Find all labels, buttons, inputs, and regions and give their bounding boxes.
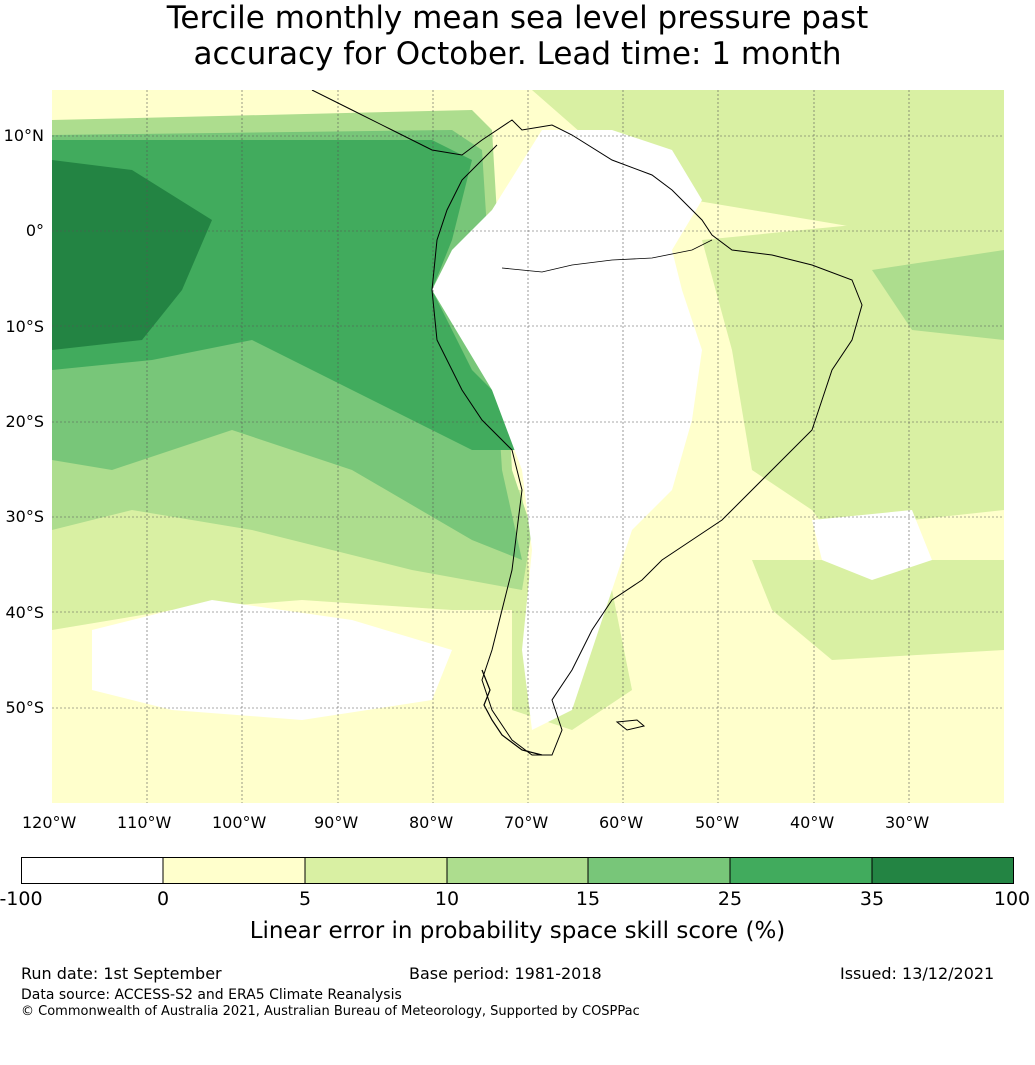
colorbar-frame [21,857,1014,884]
lon-label-110w: 110°W [117,813,172,832]
lon-label-40w: 40°W [790,813,835,832]
lon-label-60w: 60°W [599,813,644,832]
issued-date: Issued: 13/12/2021 [840,964,995,983]
copyright: © Commonwealth of Australia 2021, Austra… [21,1004,640,1019]
colorbar-tick-5: 5 [298,888,312,910]
colorbar-bin-5-10 [305,857,447,884]
colorbar-bin-0-5 [163,857,305,884]
lon-label-120w: 120°W [22,813,77,832]
lat-label-50s: 50°S [5,698,44,717]
skill-region-negative-southpacific [92,600,452,720]
colorbar-bin-10-15 [447,857,588,884]
lon-label-70w: 70°W [504,813,549,832]
skill-region-5-10-north [52,90,1004,250]
graticule [52,90,1004,803]
skill-region-negative-southatlantic [812,510,932,580]
colorbar-tick-neg100: -100 [0,888,43,910]
title-line-1: Tercile monthly mean sea level pressure … [166,0,869,36]
lon-label-30w: 30°W [885,813,930,832]
colorbar-tick-35: 35 [859,888,885,910]
colorbar-tick-100: 100 [993,888,1031,910]
colorbar-bin-15-25 [588,857,730,884]
base-period: Base period: 1981-2018 [409,964,602,983]
lon-label-50w: 50°W [695,813,740,832]
title-line-2: accuracy for October. Lead time: 1 month [193,36,842,72]
colorbar-tick-15: 15 [575,888,601,910]
colorbar [21,857,1014,884]
skill-region-5-10-southeast [752,560,1004,660]
amazon-river [501,239,713,273]
skill-score-map [52,90,1004,803]
falkland-islands [615,719,646,731]
colorbar-label: Linear error in probability space skill … [249,918,786,944]
lat-label-20s: 20°S [5,412,44,431]
colorbar-bin-neg100-0 [21,857,163,884]
skill-region-10-15-atlantic [872,250,1004,340]
colorbar-bin-25-35 [730,857,872,884]
colorbar-tick-0: 0 [156,888,170,910]
run-date: Run date: 1st September [21,964,222,983]
colorbar-tick-25: 25 [717,888,743,910]
data-source: Data source: ACCESS-S2 and ERA5 Climate … [21,987,402,1003]
chile-archipelago [481,669,543,756]
lat-label-10s: 10°S [5,317,44,336]
colorbar-tick-10: 10 [434,888,460,910]
skill-region-35-100-pacific [52,160,212,350]
south-america-coastline [311,90,863,756]
lat-label-40s: 40°S [5,603,44,622]
skill-region-negative-land [432,130,702,730]
lat-label-10n: 10°N [3,126,44,145]
lon-label-100w: 100°W [212,813,267,832]
lat-label-0: 0° [25,221,44,240]
lon-label-90w: 90°W [314,813,359,832]
lat-label-30s: 30°S [5,507,44,526]
colorbar-bin-35-100 [872,857,1014,884]
lon-label-80w: 80°W [409,813,454,832]
map-title: Tercile monthly mean sea level pressure … [0,0,1035,72]
